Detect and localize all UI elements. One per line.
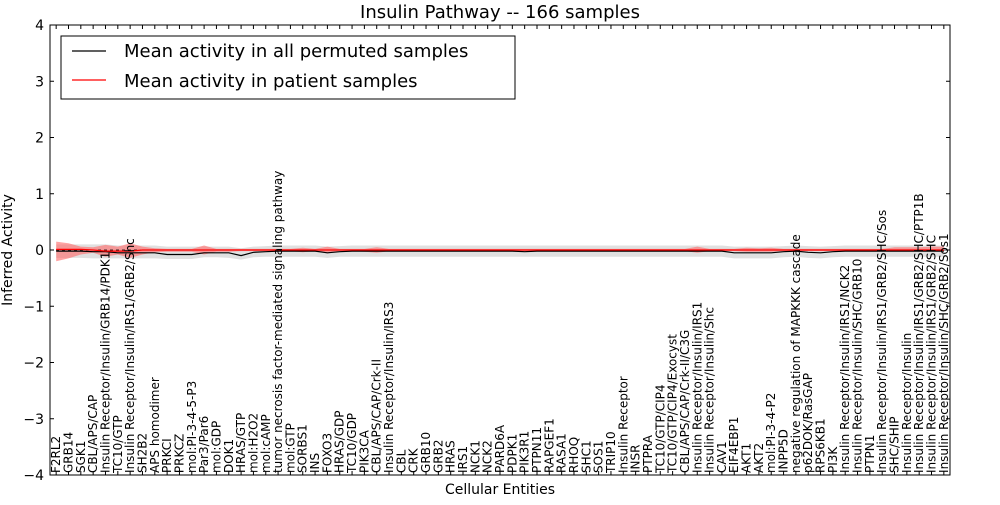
x-tick-label: PTPN11 (530, 427, 544, 473)
x-tick-label: mol:GTP (283, 423, 297, 473)
x-tick-label: RPS6KB1 (814, 418, 828, 473)
x-tick-label: RAPGEF1 (542, 418, 556, 473)
x-tick-label: SOS1 (592, 441, 606, 473)
x-tick-label: TC10/GTP/CIP4/Exocyst (666, 334, 680, 474)
x-tick-label: GRB10 (419, 432, 433, 473)
permuted-variance-band (56, 244, 944, 260)
x-tick-label: RHOQ (567, 437, 581, 473)
legend-label-permuted: Mean activity in all permuted samples (124, 41, 468, 62)
x-tick-label: CBL/APS/CAP/Crk-II/C3G (678, 330, 692, 473)
x-tick-label: SHC/SHIP (888, 416, 902, 472)
x-tick-label: Insulin Receptor (616, 376, 630, 473)
y-tick-label: 0 (35, 243, 44, 259)
x-tick-label: Insulin Receptor/Insulin/GRB14/PDK1 (99, 252, 113, 473)
x-tick-label: mol:cAMP (259, 414, 273, 473)
x-tick-label: INSR (629, 444, 643, 472)
x-tick-label: AKT1 (740, 443, 754, 473)
x-tick-label: Insulin Receptor/Insulin/IRS1/GRB2/SHC/S… (875, 210, 889, 473)
x-tick-label: INPP5D (777, 429, 791, 473)
x-tick-label: SH2B2 (136, 433, 150, 473)
x-tick-label: Par3/Par6 (197, 416, 211, 473)
x-tick-label: Insulin Receptor/Insulin/IRS1 (690, 302, 704, 473)
x-tick-label: HRAS/GTP (234, 413, 248, 473)
x-tick-label: PIK3CA (357, 429, 371, 473)
x-tick-label: SHC1 (579, 440, 593, 473)
legend-label-patient: Mean activity in patient samples (124, 71, 418, 92)
x-tick-label: PTPN1 (863, 435, 877, 473)
x-tick-label: CBL/APS/CAP/Crk-II (370, 359, 384, 473)
x-tick-label: CBL/APS/CAP (86, 395, 100, 473)
y-tick-label: −3 (23, 412, 44, 428)
x-tick-label: PRKCI (160, 438, 174, 473)
legend-box (60, 35, 516, 100)
x-tick-label: INS (308, 453, 322, 473)
x-tick-label: PDPK1 (505, 434, 519, 473)
x-tick-label: Insulin Receptor/Insulin/SHC/GRB10 (851, 259, 865, 473)
x-tick-label: NCK2 (481, 440, 495, 473)
x-tick-label: HRAS (444, 440, 458, 473)
x-tick-label: Insulin Receptor/Insulin (900, 333, 914, 473)
x-tick-label: HRAS/GDP (333, 410, 347, 473)
x-tick-label: Insulin Receptor/Insulin/IRS1/GRB2/SHC (925, 235, 939, 473)
x-tick-label: negative regulation of MAPKKK cascade (789, 234, 803, 473)
x-tick-label: DOK1 (222, 439, 236, 473)
x-tick-label: GRB2 (431, 440, 445, 474)
x-tick-label: p62DOK/RasGAP (801, 373, 815, 473)
x-tick-label: PTPRA (641, 434, 655, 473)
x-tick-label: PIK3R1 (518, 431, 532, 473)
x-tick-label: TC10/GTP/CIP4 (653, 384, 667, 474)
chart-title: Insulin Pathway -- 166 samples (360, 2, 640, 23)
x-tick-label: IRS1 (456, 446, 470, 473)
y-tick-label: −4 (23, 468, 44, 484)
x-tick-label: TC10/GTP (111, 415, 125, 474)
x-tick-label: FOXO3 (320, 433, 334, 473)
y-tick-label: −2 (23, 356, 44, 372)
y-tick-label: 3 (35, 74, 44, 90)
x-tick-label: SORBS1 (296, 424, 310, 473)
y-axis-label: Inferred Activity (0, 194, 16, 306)
x-tick-label: PRKCZ (173, 434, 187, 473)
x-tick-label: TRIP10 (604, 431, 618, 474)
y-tick-label: 4 (35, 18, 44, 34)
plot-layer: −4−3−2−101234F2RL2GRB14SGK1CBL/APS/CAPIn… (23, 18, 950, 484)
x-tick-label: PI3K (826, 446, 840, 473)
x-tick-label: CBL (394, 449, 408, 473)
series-line-patient (56, 248, 944, 252)
y-tick-label: −1 (23, 299, 44, 315)
x-tick-label: CAV1 (715, 441, 729, 473)
x-axis-label: Cellular Entities (445, 482, 555, 498)
x-tick-label: GRB14 (62, 432, 76, 473)
patient-variance-band (56, 241, 944, 262)
x-tick-label: SGK1 (74, 441, 88, 473)
x-tick-label: mol:PI-3-4-5-P3 (185, 381, 199, 473)
x-tick-label: mol:GDP (209, 421, 223, 473)
x-tick-label: Insulin Receptor/Insulin/IRS1/GRB2/SHC/P… (912, 193, 926, 473)
x-tick-label: mol:PI-3-4-P2 (764, 393, 778, 473)
x-tick-label: AKT2 (752, 443, 766, 473)
x-tick-label: Insulin Receptor/Insulin/IRS3 (382, 302, 396, 473)
x-tick-label: APS homodimer (148, 377, 162, 473)
x-tick-label: NCK1 (468, 440, 482, 473)
x-tick-label: CRK (407, 447, 421, 473)
x-tick-label: Insulin Receptor/Insulin/Shc (703, 307, 717, 473)
plot-frame (49, 24, 951, 476)
x-tick-label: EIF4EBP1 (727, 417, 741, 473)
x-tick-label: Insulin Receptor/Insulin/IRS1/GRB2/Shc (123, 238, 137, 473)
x-tick-label: RASA1 (555, 433, 569, 473)
x-tick-label: TC10/GDP (345, 413, 359, 474)
x-tick-label: Insulin Receptor/Insulin/IRS1/NCK2 (838, 265, 852, 473)
legend: Mean activity in all permuted samples Me… (60, 35, 516, 100)
series-line-permuted (56, 250, 944, 257)
x-tick-label: mol:H2O2 (246, 413, 260, 473)
x-tick-label: tumor necrosis factor-mediated signaling… (271, 171, 285, 473)
x-tick-label: PARD6A (493, 424, 507, 473)
y-tick-label: 2 (35, 131, 44, 147)
x-tick-label: Insulin Receptor/Insulin/SHC/GRB2/Sos1 (937, 233, 951, 473)
x-tick-label: F2RL2 (49, 436, 63, 473)
y-tick-label: 1 (35, 187, 44, 203)
